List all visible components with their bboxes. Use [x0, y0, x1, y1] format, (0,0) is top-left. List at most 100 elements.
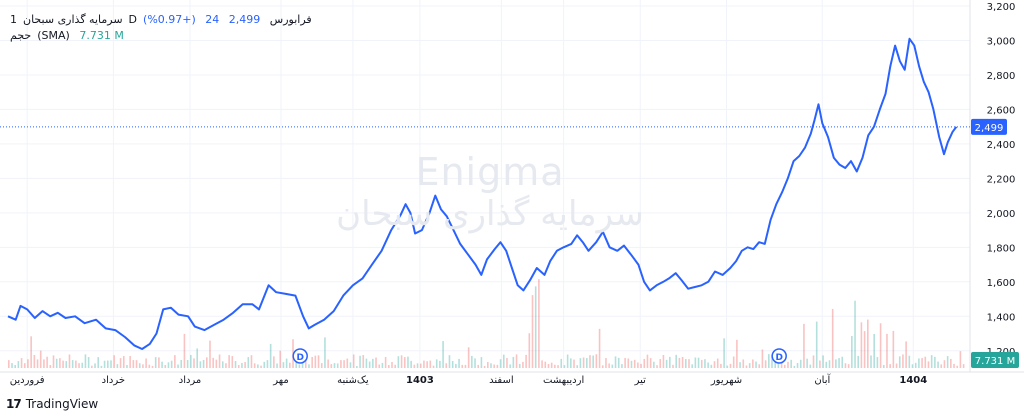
volume-bar [582, 357, 585, 368]
y-tick-label: 2,200 [987, 174, 1016, 185]
volume-bar [362, 355, 365, 368]
legend-price-row: 1 سرمایه گذاری سبحان D فرابورس 2,499 24 (+0… [10, 13, 318, 26]
volume-bar [557, 365, 559, 368]
volume-bar [289, 362, 291, 368]
volume-bar [234, 360, 237, 368]
volume-bar [432, 365, 435, 368]
volume-bar [669, 356, 671, 368]
volume-bar [704, 359, 706, 368]
volume-bar [672, 364, 674, 368]
volume-bar [608, 363, 610, 368]
volume-bar [75, 360, 77, 368]
volume-bar [710, 364, 713, 368]
volume-bar [419, 363, 422, 368]
volume-bar [244, 362, 246, 368]
volume-bar [761, 349, 764, 368]
x-tick-label: اسفند [489, 375, 513, 386]
volume-bar [665, 359, 668, 368]
volume-bar [633, 359, 636, 368]
volume-bar [186, 360, 189, 368]
volume-bar [790, 359, 792, 368]
volume-bar [684, 359, 687, 368]
volume-bar [461, 364, 464, 368]
volume-bar [55, 358, 58, 368]
volume-bar [59, 358, 61, 368]
y-tick-label: 1,600 [987, 278, 1016, 289]
volume-bar [576, 365, 579, 368]
legend-change-pct: (+0.97%) [143, 13, 196, 26]
volume-bar [477, 364, 480, 368]
volume-bar [879, 323, 882, 368]
volume-bar [560, 358, 563, 368]
volume-bar [483, 365, 486, 368]
volume-bar [209, 340, 211, 368]
volume-bar [554, 364, 556, 368]
x-tick-label: اردیبهشت [543, 375, 584, 386]
volume-bar [317, 355, 320, 368]
volume-bar [755, 361, 757, 368]
volume-bar [103, 360, 106, 368]
volume-bar [720, 363, 722, 368]
x-tick-label: مرداد [179, 375, 202, 386]
volume-bar [151, 365, 154, 368]
dividend-marker-icon[interactable] [771, 348, 787, 364]
volume-bar [471, 355, 473, 368]
volume-bar [745, 365, 748, 368]
volume-bar [253, 363, 256, 368]
volume-bar [327, 359, 329, 368]
volume-bar [937, 361, 939, 368]
dividend-marker-label: D [296, 353, 303, 363]
volume-bar [381, 362, 384, 368]
volume-bar [688, 359, 690, 368]
volume-bar [863, 331, 866, 368]
dividend-marker-icon[interactable] [292, 348, 308, 364]
volume-bar [237, 364, 240, 368]
price-series-line [7, 37, 958, 350]
volume-bar [838, 358, 840, 368]
volume-bar [365, 358, 368, 368]
legend-volume-row: حجم (SMA) 7.731 M [10, 29, 130, 42]
x-tick-label: مهر [272, 375, 288, 386]
volume-bar [799, 359, 802, 368]
volume-bar [531, 295, 534, 368]
volume-bar [87, 357, 90, 368]
volume-bar [726, 365, 729, 368]
volume-bar [876, 357, 879, 368]
volume-bar [225, 363, 227, 368]
volume-bar [509, 364, 511, 368]
volume-bar [413, 364, 416, 368]
volume-bar [522, 361, 524, 368]
volume-tag [971, 352, 1019, 368]
volume-bar [190, 355, 192, 368]
volume-bar [106, 360, 109, 368]
volume-bar [282, 362, 285, 368]
y-tick-label: 1,400 [987, 312, 1016, 323]
volume-bar [30, 336, 32, 368]
volume-bar [589, 355, 591, 368]
y-tick-label: 2,600 [987, 105, 1016, 116]
volume-bar [819, 360, 821, 368]
volume-bar [148, 364, 151, 368]
volume-bar [895, 363, 898, 368]
volume-bar [81, 362, 84, 368]
footer-branding[interactable]: 17 TradingView [6, 397, 98, 411]
volume-bar [506, 358, 508, 368]
volume-bar [52, 355, 55, 368]
volume-tag-label: 7.731 M [975, 356, 1015, 367]
y-tick-label: 1,800 [987, 243, 1016, 254]
volume-bar [397, 356, 400, 368]
legend-change: 24 [205, 13, 220, 26]
volume-bar [953, 363, 955, 368]
volume-bar [656, 365, 658, 368]
legend-symbol[interactable]: سرمایه گذاری سبحان [23, 13, 123, 26]
volume-bar [525, 354, 527, 368]
volume-bar [416, 363, 419, 368]
volume-bar [228, 355, 230, 368]
volume-bar [752, 359, 754, 368]
volume-bar [758, 364, 761, 368]
volume-bar [570, 358, 572, 368]
x-tick-label: یک‌شنبه [337, 375, 369, 386]
legend-volume-label[interactable]: حجم [10, 29, 32, 42]
